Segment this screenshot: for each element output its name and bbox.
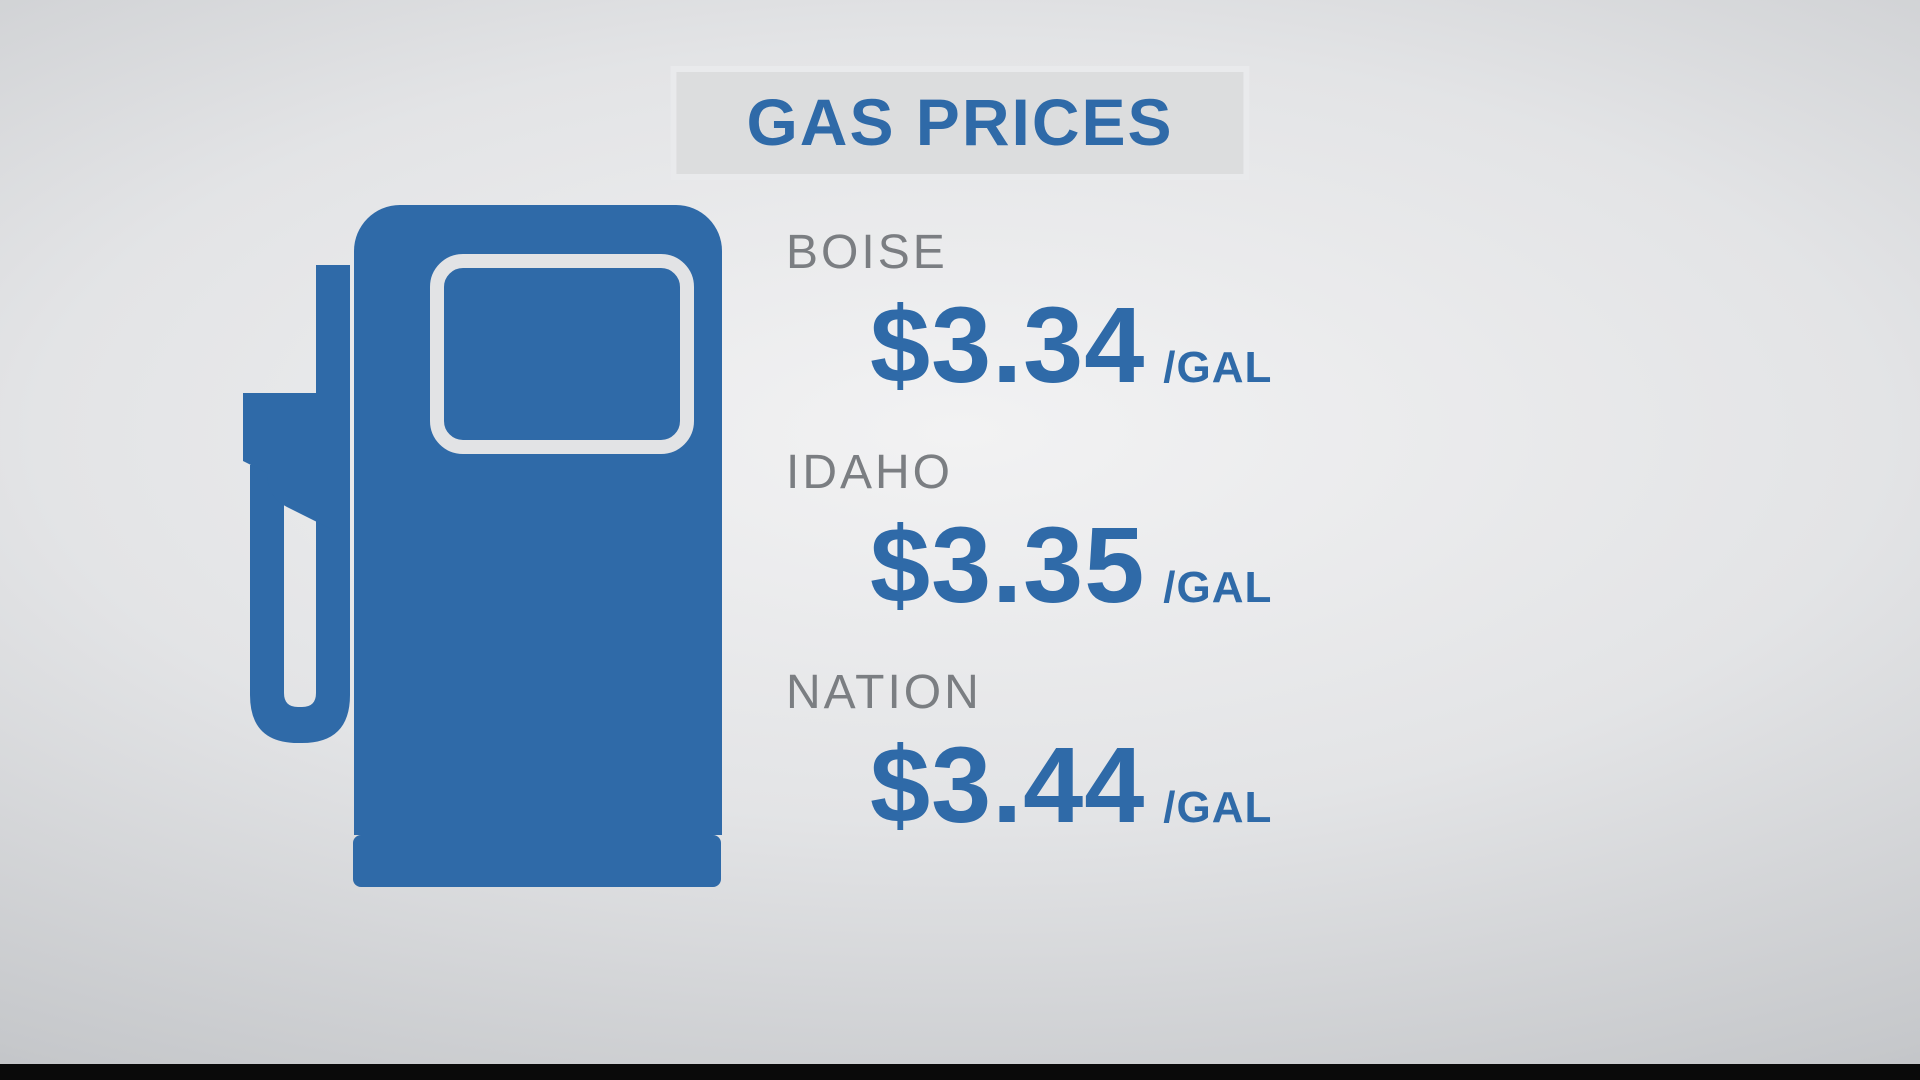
price-row-nation: NATION $3.44 /GAL [780, 665, 1680, 847]
price-line: $3.35 /GAL [870, 502, 1680, 627]
bottom-bar [0, 1064, 1920, 1080]
title-box: GAS PRICES [670, 66, 1249, 180]
location-label: IDAHO [786, 445, 1680, 500]
price-row-idaho: IDAHO $3.35 /GAL [780, 445, 1680, 627]
title-container: GAS PRICES [660, 56, 1259, 190]
price-line: $3.44 /GAL [870, 722, 1680, 847]
title-text: GAS PRICES [746, 84, 1173, 160]
location-label: BOISE [786, 225, 1680, 280]
price-value: $3.35 [870, 502, 1145, 627]
gas-pump-icon [235, 195, 735, 895]
price-value: $3.34 [870, 282, 1145, 407]
price-unit: /GAL [1163, 783, 1272, 833]
price-value: $3.44 [870, 722, 1145, 847]
price-list: BOISE $3.34 /GAL IDAHO $3.35 /GAL NATION… [780, 225, 1680, 847]
location-label: NATION [786, 665, 1680, 720]
price-unit: /GAL [1163, 343, 1272, 393]
price-line: $3.34 /GAL [870, 282, 1680, 407]
price-row-boise: BOISE $3.34 /GAL [780, 225, 1680, 407]
price-unit: /GAL [1163, 563, 1272, 613]
